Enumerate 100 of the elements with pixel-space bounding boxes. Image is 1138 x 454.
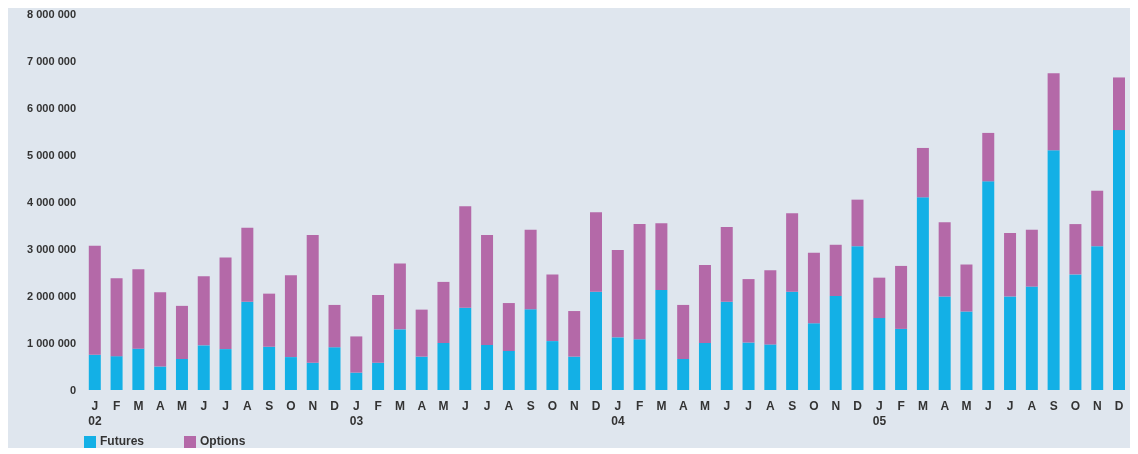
x-tick-label: D [1114,399,1124,413]
bar [960,264,973,312]
bar [459,206,472,308]
bar [655,289,668,390]
bar [110,356,123,390]
bar [437,343,450,390]
bar [655,223,668,290]
x-tick-label: M [438,399,449,413]
bar [829,296,842,390]
bar [873,318,886,390]
bar [1004,296,1017,390]
x-tick-label: A [243,399,253,413]
bar [786,291,799,390]
x-tick-label: F [113,399,121,413]
bar [88,354,101,390]
x-tick-label: M [700,399,711,413]
x-tick-label: S [526,399,535,413]
bar [459,307,472,390]
bar [1091,246,1104,390]
x-tick-label: M [917,399,928,413]
x-tick-label: J 03 [349,399,364,428]
bar [1004,233,1017,297]
x-tick-label: O [547,399,558,413]
bar [219,349,232,390]
y-tick-label: 1 000 000 [27,336,76,349]
bar [350,336,363,373]
bar [328,347,341,390]
bar [175,305,188,359]
bar [1025,229,1038,287]
x-tick-label: J [483,399,491,413]
bar [698,343,711,390]
bar [1069,224,1082,275]
x-tick-label: O [809,399,819,413]
bar [742,342,755,390]
x-tick-label: S [265,399,274,413]
bar [633,339,646,390]
bar [895,328,908,390]
bar [481,234,494,345]
bar [895,265,908,329]
legend-label: Options [200,434,246,448]
x-tick-label: J [462,399,469,413]
bar [1113,77,1125,131]
y-tick-label: 4 000 000 [27,195,76,208]
bar [502,303,515,351]
bar [677,304,690,359]
bar [611,337,624,390]
bar [786,213,799,292]
x-tick-label: J [985,399,992,413]
bar [829,244,842,296]
bar [132,348,145,390]
bar [938,296,951,390]
x-tick-label: A [940,399,950,413]
x-tick-label: J 04 [611,399,625,428]
x-tick-label: S [1049,399,1058,413]
bar [742,279,755,343]
x-tick-label: A [1027,399,1037,413]
bar [437,281,450,343]
bar [807,323,820,390]
bar [415,309,428,357]
bar [415,356,428,390]
bar [851,199,864,247]
x-tick-label: N [308,399,318,413]
x-tick-label: M [656,399,667,413]
bar [916,147,929,198]
bar [524,229,537,310]
x-tick-label: A [155,399,165,413]
y-tick-label: 6 000 000 [27,101,76,114]
bar [633,224,646,340]
bar [372,295,385,363]
bar [502,350,515,390]
bar [154,292,167,367]
x-tick-label: S [788,399,797,413]
x-tick-label: M [394,399,405,413]
x-tick-label: M [961,399,972,413]
x-tick-label: D [853,399,863,413]
x-tick-label: O [1070,399,1081,413]
bar [807,252,820,324]
x-tick-label: A [678,399,688,413]
x-tick-label: F [636,399,644,413]
bar [306,234,319,363]
bar [568,311,581,357]
x-tick-label: J 02 [88,399,102,428]
x-tick-label: M [133,399,144,413]
x-tick-label: N [831,399,841,413]
bar [197,276,210,346]
bar [393,329,406,390]
x-tick-label: J [1006,399,1014,413]
bar [568,356,581,390]
bar [720,301,733,390]
x-tick-label: A [504,399,514,413]
x-tick-label: A [766,399,776,413]
bar [764,344,777,390]
bar [132,269,145,349]
bar [219,257,232,350]
bar [524,309,537,390]
bar [764,270,777,345]
x-tick-label: A [417,399,427,413]
x-tick-label: D [330,399,340,413]
x-tick-label: J [745,399,752,413]
bar [350,372,363,390]
